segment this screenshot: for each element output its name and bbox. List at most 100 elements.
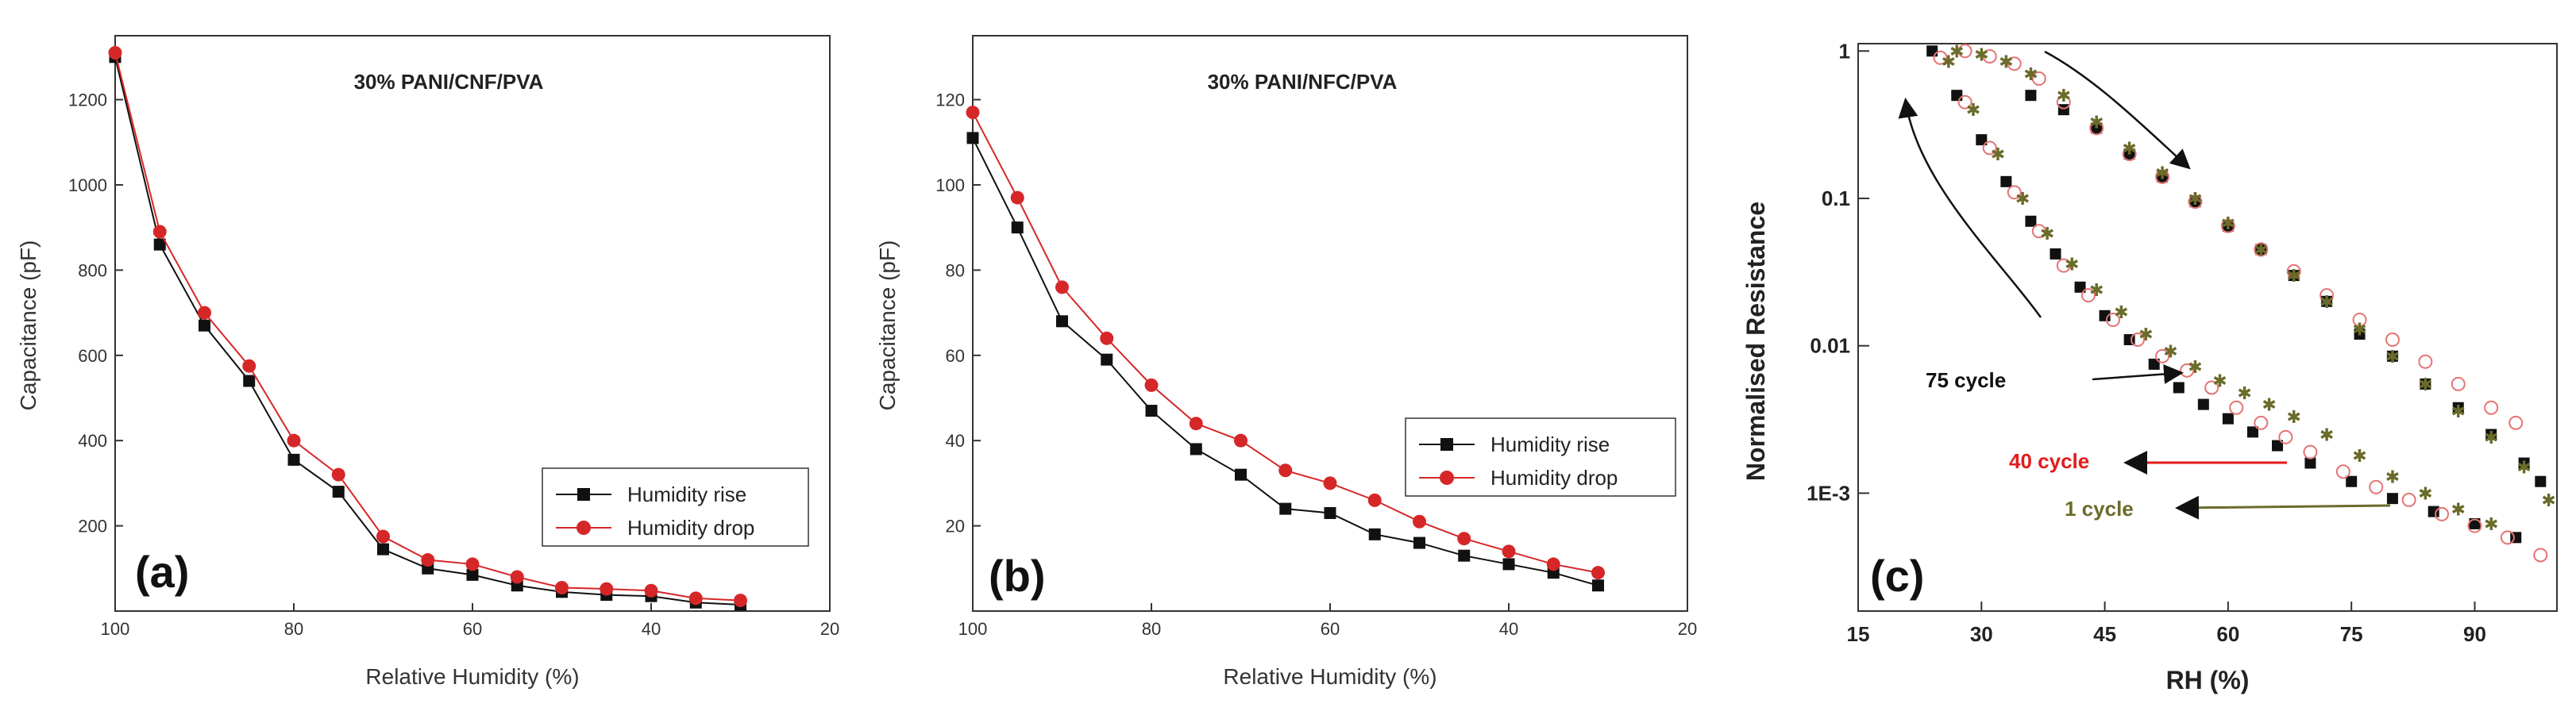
panel-c-xlabel: RH (%) (2166, 666, 2250, 694)
panel-c-1-cycle-upper-point-7: ✱ (2155, 163, 2169, 183)
panel-c-40-cycle-upper-point-14 (2385, 333, 2400, 348)
panel-a-x-tick-label-4: 20 (820, 619, 839, 639)
panel-c-x-tick-label-2: 45 (2093, 622, 2116, 646)
panel-c-arrow-left (1898, 98, 2042, 318)
panel-b-rise-point-7 (1279, 502, 1292, 515)
panel-c-75-cycle-lower-point-4 (2025, 215, 2037, 227)
panel-b-y-tick-label-2: 60 (946, 346, 965, 366)
panel-c-75-cycle-upper-point-14 (2485, 429, 2497, 440)
panel-c-75-cycle-lower-point-2 (1976, 134, 1988, 146)
panel-c-75-cycle-lower-point-10 (2173, 382, 2185, 394)
panel-c-75-cycle-lower-point-16 (2346, 475, 2358, 487)
panel-c-40-cycle-lower-point-13 (2254, 415, 2269, 430)
panel-b-x-tick-label-4: 20 (1678, 619, 1697, 639)
panel-c-40-cycle-lower-point-14 (2278, 429, 2293, 444)
panel-a-drop-point-14 (734, 594, 747, 608)
panel-c-75-cycle-lower-point-9 (2148, 358, 2160, 370)
panel-c-75-cycle-upper-point-6 (2222, 220, 2234, 232)
panel-a-drop-point-9 (510, 570, 524, 584)
panel-c-40-cycle-lower-point-4 (2031, 224, 2046, 239)
panel-c-75-cycle-upper-point-4 (2157, 171, 2169, 183)
panel-c-40-cycle-upper-point-3 (2031, 71, 2046, 87)
panel-c-annot-1-arrow (2175, 495, 2391, 520)
panel-b-drop-point-1 (1010, 190, 1024, 205)
panel-a-y-tick-label-5: 1200 (68, 90, 107, 110)
panel-c-75-cycle-upper-point-1 (2057, 104, 2069, 116)
panel-b-title: 30% PANI/NFC/PVA (1208, 70, 1398, 94)
panel-c-75-cycle-lower-point-15 (2304, 457, 2316, 469)
panel-c-40-cycle-lower-point-12 (2229, 400, 2244, 415)
panel-a-legend-rise-text: Humidity rise (627, 483, 746, 506)
panel-c-annot-40: 40 cycle (2009, 449, 2089, 473)
panel-c-1-cycle-lower-point-18: ✱ (2418, 484, 2432, 504)
panel-a-legend-drop-marker (577, 521, 591, 535)
panel-c-40-cycle-upper-point-18 (2509, 415, 2524, 430)
panel-b-drop-point-4 (1144, 378, 1159, 392)
panel-a-drop-point-10 (555, 580, 569, 594)
panel-a-xlabel: Relative Humidity (%) (365, 664, 579, 689)
panel-a-drop-point-13 (688, 591, 703, 606)
panel-b-y-tick-label-5: 120 (935, 90, 965, 110)
panel-c-40-cycle-lower-point-6 (2080, 288, 2096, 303)
panel-c-1-cycle-lower-point-15: ✱ (2320, 426, 2334, 446)
panel-c-75-cycle-upper-point-7 (2255, 244, 2267, 256)
panel-c-y-ticks: 1 0.1 0.01 1E-3 (1807, 39, 1869, 505)
panel-a-rise-point-6 (377, 543, 389, 556)
panel-c-1-cycle-upper-point-14: ✱ (2385, 348, 2400, 367)
panel-b-y-tick-label-3: 80 (946, 260, 965, 280)
panel-c-75-cycle-upper-point-8 (2288, 270, 2300, 282)
panel-b-drop-point-0 (966, 106, 980, 120)
panel-a-x-tick-label-2: 60 (463, 619, 482, 639)
panel-c-40-cycle-upper-point-5 (2089, 121, 2104, 136)
panel-c-1-cycle-lower-point-4: ✱ (2040, 225, 2054, 244)
panel-b-y-tick-label-0: 20 (946, 517, 965, 536)
panel-c-1-cycle-lower-point-16: ✱ (2352, 447, 2366, 467)
panel-b-rise-point-9 (1368, 528, 1381, 540)
panel-c-75-cycle-lower-point-11 (2197, 398, 2209, 410)
panel-b-frame (972, 35, 1688, 612)
panel-a-x-tick-label-0: 100 (101, 619, 130, 639)
panel-c-1-cycle-lower-point-19: ✱ (2451, 500, 2466, 520)
panel-b-drop-point-10 (1413, 514, 1426, 529)
panel-c-40-cycle-lower-point-5 (2056, 258, 2071, 273)
panel-b-rise-point-10 (1413, 536, 1425, 549)
panel-b-x-tick-label-3: 40 (1499, 619, 1518, 639)
panel-a-y-ticks: 200 400 600 800 1000 1200 (68, 90, 123, 536)
panel-a-drop-point-8 (465, 557, 480, 571)
panel-b-rise-point-5 (1190, 443, 1202, 456)
panel-c-x-tick-label-1: 30 (1970, 622, 1993, 646)
panel-b-rise-point-8 (1324, 506, 1336, 519)
panel-a-drop-point-12 (644, 583, 658, 598)
panel-b-rise-point-0 (966, 132, 979, 144)
panel-c-label: (c) (1870, 551, 1924, 601)
panel-c-annot-1: 1 cycle (2065, 497, 2134, 521)
panel-a-ylabel: Capacitance (pF) (16, 240, 40, 411)
panel-a-legend-drop-text: Humidity drop (627, 516, 754, 540)
panel-c-75-cycle-lower-point-14 (2272, 440, 2283, 452)
panel-c-40-cycle-upper-point-4 (2056, 94, 2071, 110)
panel-b-rise-point-12 (1502, 558, 1515, 571)
panel-c-1-cycle-lower-point-10: ✱ (2188, 358, 2202, 378)
panel-a: 100 80 60 40 20 200 400 600 800 1000 1200 30% PAN… (16, 35, 839, 689)
panel-c-40-cycle-upper-point-8 (2188, 194, 2203, 210)
panel-c-40-cycle-upper-point-16 (2451, 376, 2466, 391)
panel-c-1-cycle-upper-point-8: ✱ (2188, 190, 2202, 210)
panel-c-y-tick-label-2: 0.01 (1810, 334, 1850, 358)
panel-b-legend-rise-text: Humidity rise (1490, 433, 1610, 456)
panel-a-rise-point-5 (332, 486, 345, 498)
panel-a-y-tick-label-3: 800 (78, 260, 107, 280)
panel-c-x-tick-label-5: 90 (2463, 622, 2486, 646)
panel-b-drop-point-12 (1502, 544, 1516, 559)
panel-c-75-cycle-lower-point-0 (1926, 45, 1938, 57)
panel-c-40-cycle-lower-point-7 (2105, 313, 2120, 328)
panel-a-drop-point-7 (421, 553, 435, 567)
panel-c-1-cycle-upper-point-5: ✱ (2089, 113, 2104, 133)
panel-c-1-cycle-upper-point-17: ✱ (2484, 429, 2498, 448)
panel-c-1-cycle-upper-point-10: ✱ (2254, 240, 2268, 260)
panel-c-1-cycle-lower-point-3: ✱ (2015, 190, 2030, 210)
panel-c-40-cycle-upper-point-13 (2352, 313, 2367, 328)
panel-b-x-tick-label-1: 80 (1142, 619, 1161, 639)
panel-c-1-cycle-upper-point-1: ✱ (1974, 45, 1988, 65)
panel-a-label: (a) (135, 547, 189, 597)
panel-a-drop-point-6 (376, 529, 390, 544)
